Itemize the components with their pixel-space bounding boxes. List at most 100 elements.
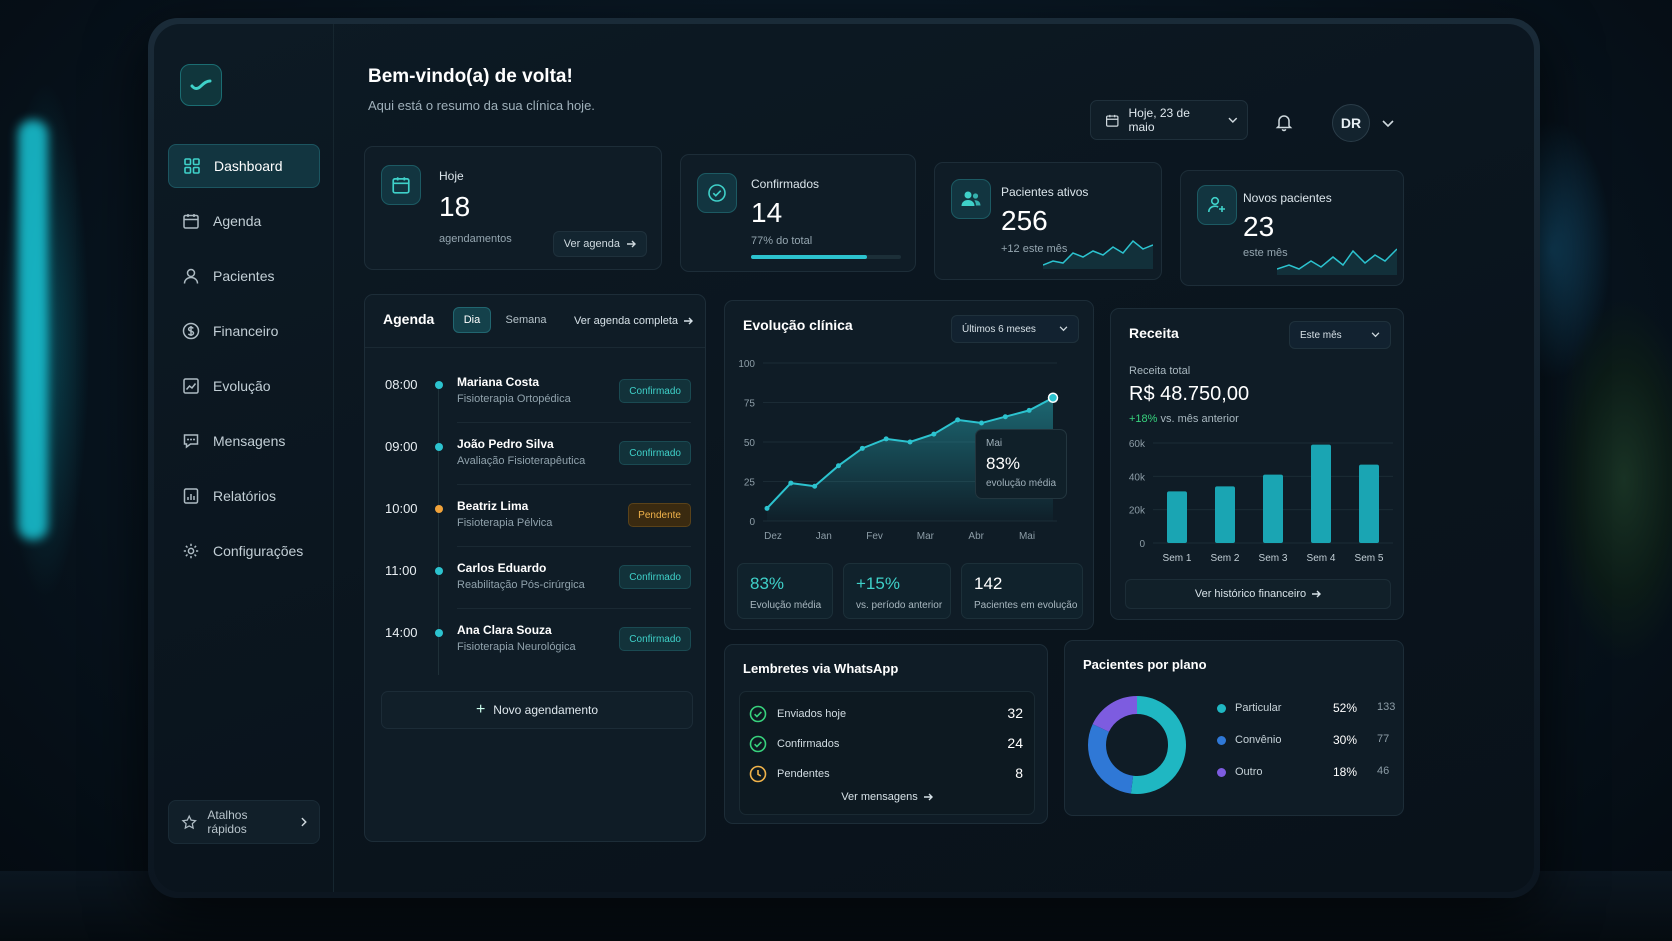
agenda-title: Agenda: [383, 311, 435, 327]
receita-delta-note: vs. mês anterior: [1160, 413, 1239, 425]
plus-icon: +: [475, 701, 486, 718]
stat-card-new-patients: Novos pacientes 23 este mês: [1180, 170, 1404, 286]
legend-item-particular: Particular 52% 133: [1217, 699, 1407, 719]
legend-count: 133: [1377, 701, 1396, 713]
sidebar-item-label: Pacientes: [213, 268, 275, 284]
appointment-item[interactable]: 09:00 João Pedro Silva Avaliação Fisiote…: [365, 421, 705, 485]
sidebar-item-label: Evolução: [213, 378, 271, 394]
kpi-vs-periodo: +15% vs. período anterior: [843, 563, 951, 619]
evolucao-title: Evolução clínica: [743, 317, 853, 333]
status-badge: Confirmado: [619, 441, 691, 465]
stat-card-today: Hoje 18 agendamentos Ver agenda: [364, 146, 662, 270]
report-icon: [183, 488, 199, 504]
whatsapp-title: Lembretes via WhatsApp: [743, 661, 899, 676]
bell-icon[interactable]: [1274, 112, 1294, 132]
app-logo[interactable]: [180, 64, 222, 106]
shortcuts-button[interactable]: Atalhos rápidos: [168, 800, 320, 844]
grid-icon: [184, 158, 200, 174]
appointment-time: 10:00: [385, 501, 418, 516]
tooltip-month: Mai: [986, 438, 1003, 449]
sparkline-active: [1043, 239, 1153, 269]
range-select[interactable]: Este mês: [1289, 321, 1391, 349]
check-circle-icon: [749, 705, 767, 723]
select-value: Este mês: [1300, 329, 1342, 341]
novo-agendamento-button[interactable]: + Novo agendamento: [381, 691, 693, 729]
data-point: [764, 505, 770, 511]
stat-card-confirmed: Confirmados 14 77% do total: [680, 154, 916, 272]
whatsapp-row: Enviados hoje 32: [739, 699, 1035, 729]
legend-item-outro: Outro 18% 46: [1217, 763, 1407, 783]
x-tick-label: Mai: [1019, 531, 1035, 542]
data-point: [979, 420, 984, 426]
sidebar-item-evolucao[interactable]: Evolução: [168, 364, 320, 408]
sidebar-item-label: Relatórios: [213, 488, 277, 504]
range-select[interactable]: Últimos 6 meses: [951, 315, 1079, 343]
plant-silhouette: [1552, 300, 1672, 660]
bar: [1215, 486, 1235, 543]
users-icon: [961, 191, 981, 206]
data-point: [859, 445, 865, 451]
tooltip-label: evolução média: [986, 478, 1057, 489]
appointment-item[interactable]: 08:00 Mariana Costa Fisioterapia Ortopéd…: [365, 359, 705, 423]
sidebar-item-financeiro[interactable]: Financeiro: [168, 309, 320, 353]
dollar-icon: [182, 322, 200, 340]
tab-dia[interactable]: Dia: [453, 307, 491, 333]
page-title: Bem-vindo(a) de volta!: [368, 66, 573, 87]
tab-semana[interactable]: Semana: [505, 314, 547, 326]
stat-note: 77% do total: [751, 235, 813, 247]
stat-value: 18: [439, 191, 471, 222]
date-picker-button[interactable]: Hoje, 23 de maio: [1090, 100, 1248, 140]
kpi-value: +15%: [856, 574, 900, 593]
data-point: [1026, 407, 1032, 413]
y-tick-label: 20k: [1129, 506, 1146, 517]
appointment-item[interactable]: 10:00 Beatriz Lima Fisioterapia Pélvica …: [365, 483, 705, 547]
sidebar-item-mensagens[interactable]: Mensagens: [168, 419, 320, 463]
pie-slice: [1092, 696, 1138, 733]
x-tick-label: Sem 1: [1163, 553, 1192, 564]
chevron-down-icon[interactable]: [1382, 120, 1394, 128]
ver-historico-financeiro-link[interactable]: Ver histórico financeiro: [1125, 579, 1391, 609]
status-dot: [435, 505, 443, 513]
sidebar-item-configuracoes[interactable]: Configurações: [168, 529, 320, 573]
stat-note: agendamentos: [439, 233, 512, 245]
stat-icon-box: [381, 165, 421, 205]
kpi-label: Evolução média: [750, 600, 822, 611]
check-circle-icon: [749, 735, 767, 753]
status-badge: Confirmado: [619, 379, 691, 403]
kpi-evolucao-media: 83% Evolução média: [737, 563, 833, 619]
ver-mensagens-link[interactable]: Ver mensagens: [739, 791, 1035, 803]
stat-value: 14: [751, 197, 783, 228]
y-tick-label: 40k: [1129, 472, 1146, 483]
legend-dot: [1217, 768, 1226, 777]
avatar[interactable]: DR: [1332, 104, 1370, 142]
bar: [1359, 464, 1379, 543]
ver-agenda-button[interactable]: Ver agenda: [552, 231, 647, 257]
stat-card-active-patients: Pacientes ativos 256 +12 este mês: [934, 162, 1162, 280]
status-badge: Confirmado: [619, 565, 691, 589]
stat-label: Pacientes ativos: [1001, 185, 1089, 199]
x-tick-label: Abr: [968, 531, 984, 542]
arrow-right-icon: [923, 793, 933, 801]
sidebar-item-pacientes[interactable]: Pacientes: [168, 254, 320, 298]
button-label: Novo agendamento: [493, 703, 599, 717]
sidebar-item-dashboard[interactable]: Dashboard: [168, 144, 320, 188]
sidebar-item-agenda[interactable]: Agenda: [168, 199, 320, 243]
chevron-right-icon: [301, 817, 308, 827]
stat-label: Hoje: [439, 169, 464, 183]
row-label: Confirmados: [777, 738, 840, 750]
data-point: [1047, 392, 1059, 404]
ver-agenda-completa-link[interactable]: Ver agenda completa: [574, 315, 693, 327]
appointment-item[interactable]: 11:00 Carlos Eduardo Reabilitação Pós-ci…: [365, 545, 705, 609]
row-value: 24: [1007, 735, 1023, 751]
receita-delta-row: +18% vs. mês anterior: [1129, 413, 1239, 425]
row-label: Pendentes: [777, 768, 830, 780]
legend-pct: 30%: [1333, 733, 1358, 747]
legend-dot: [1217, 736, 1226, 745]
status-dot: [435, 443, 443, 451]
receita-delta: +18%: [1129, 413, 1158, 425]
patient-name: Ana Clara Souza: [457, 623, 552, 637]
clock-icon: [749, 765, 767, 783]
whatsapp-card: Lembretes via WhatsApp Enviados hoje 32 …: [724, 644, 1048, 824]
appointment-item[interactable]: 14:00 Ana Clara Souza Fisioterapia Neuro…: [365, 607, 705, 671]
sidebar-item-relatorios[interactable]: Relatórios: [168, 474, 320, 518]
